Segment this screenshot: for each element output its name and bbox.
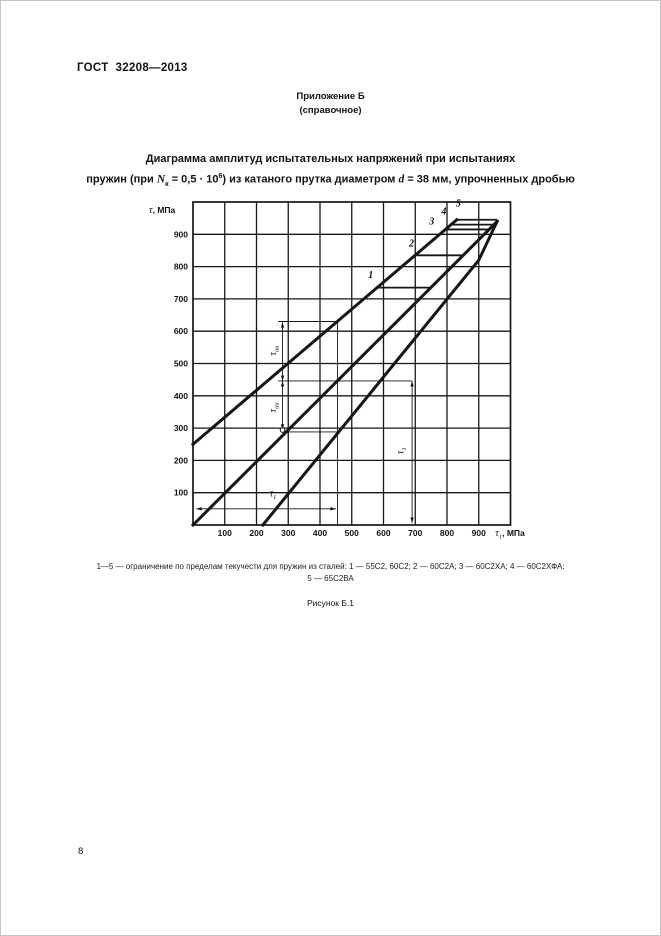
figure-caption: 1—5 — ограничение по пределам текучести … <box>1 561 660 585</box>
svg-text:300: 300 <box>281 528 295 538</box>
figure-chart: 1 2 3 4 5 100 200 300 400 500 600 700 800 900 100 200 30… <box>141 191 541 549</box>
svg-text:700: 700 <box>174 294 188 304</box>
figure-caption-line1: 1—5 — ограничение по пределам текучести … <box>96 562 565 571</box>
svg-text:600: 600 <box>376 528 390 538</box>
svg-text:2: 2 <box>408 239 414 250</box>
svg-text:200: 200 <box>249 528 263 538</box>
figure-title: Диаграмма амплитуд испытательных напряже… <box>1 151 660 193</box>
svg-text:400: 400 <box>174 391 188 401</box>
svg-text:800: 800 <box>440 528 454 538</box>
svg-text:τ, МПа: τ, МПа <box>149 205 176 216</box>
svg-text:900: 900 <box>174 229 188 239</box>
svg-text:500: 500 <box>345 528 359 538</box>
svg-text:4: 4 <box>440 206 446 217</box>
svg-text:100: 100 <box>174 488 188 498</box>
svg-text:400: 400 <box>313 528 327 538</box>
figure-number-label: Рисунок Б.1 <box>306 598 355 608</box>
svg-text:700: 700 <box>408 528 422 538</box>
figure-title-line2: пружин (при Nк = 0,5 · 106) из катаного … <box>86 173 575 188</box>
symbol-d: d <box>398 173 405 186</box>
svg-text:τ1: τ1 <box>396 447 409 454</box>
symbol-N: N <box>156 173 166 186</box>
figure-caption-line2: 5 — 65С2ВА <box>307 574 354 583</box>
svg-text:τаи: τаи <box>268 402 281 413</box>
svg-text:100: 100 <box>218 528 232 538</box>
figure-title-line1: Диаграмма амплитуд испытательных напряже… <box>145 153 516 165</box>
svg-text:τаи: τаи <box>268 345 281 356</box>
standard-code: ГОСТ 32208—2013 <box>77 62 188 74</box>
svg-text:800: 800 <box>174 262 188 272</box>
svg-text:5: 5 <box>456 199 461 210</box>
appendix-subheading: (справочное) <box>299 104 362 116</box>
appendix-heading: Приложение Б <box>296 91 365 102</box>
svg-text:τ1, МПа: τ1, МПа <box>495 528 525 541</box>
svg-text:200: 200 <box>174 455 188 465</box>
figure-chart-svg: 1 2 345 100 200 300 400 500 600 700 800 900 100 200 30… <box>149 199 525 541</box>
svg-text:500: 500 <box>174 359 188 369</box>
svg-text:600: 600 <box>174 326 188 336</box>
svg-text:1: 1 <box>368 270 373 281</box>
page-number: 8 <box>78 846 84 857</box>
svg-text:300: 300 <box>174 423 188 433</box>
svg-text:τ1: τ1 <box>270 489 277 502</box>
svg-text:900: 900 <box>472 528 486 538</box>
appendix-heading-block: Приложение Б (справочное) <box>1 90 660 117</box>
svg-text:3: 3 <box>428 217 434 228</box>
